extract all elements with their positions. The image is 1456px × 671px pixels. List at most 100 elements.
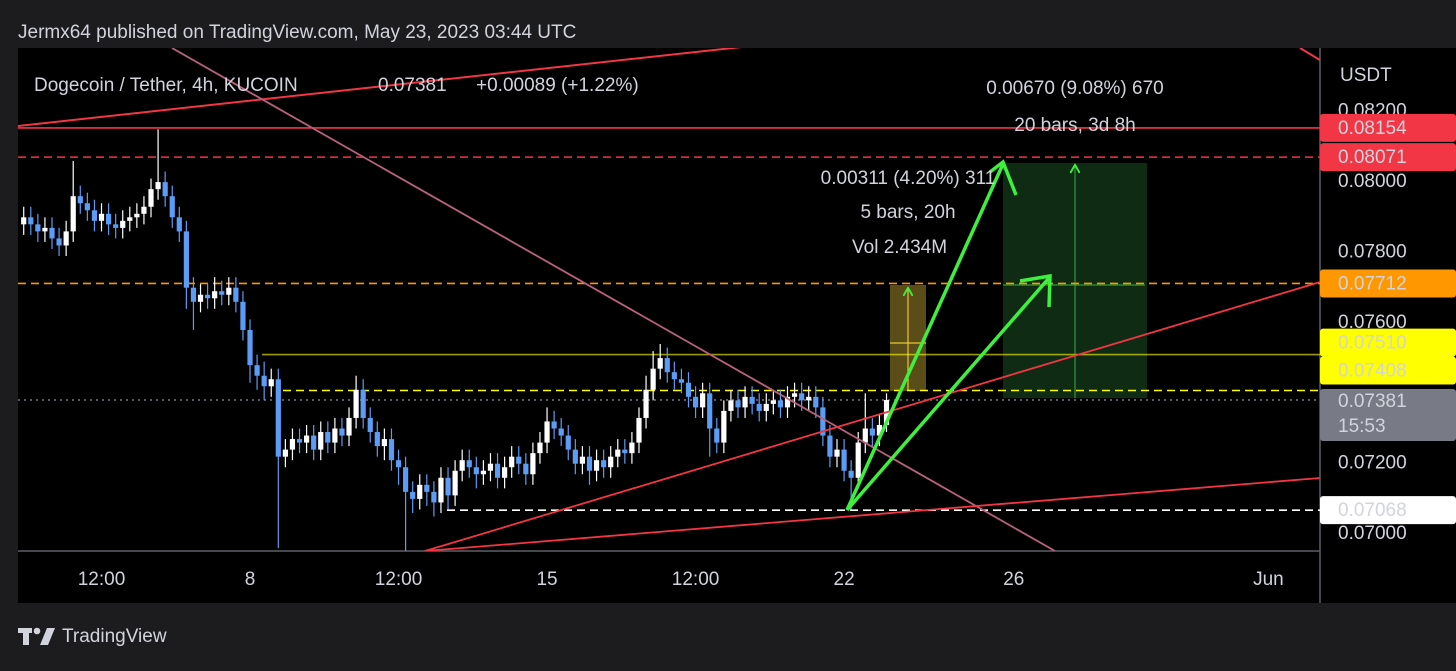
candle-body [120,220,126,228]
candle-body [615,449,621,457]
candle-body [551,421,557,429]
candle-body [558,428,564,436]
x-tick-label: 26 [1003,569,1024,590]
price-label-box [1320,388,1456,441]
candle-body [452,470,458,496]
candle-body [502,467,508,478]
candle-body [417,484,423,499]
candle-body [516,456,522,464]
candle-body [756,403,762,411]
measure-label: 0.00670 (9.08%) 670 [986,78,1163,99]
candle-body [841,449,847,471]
candles [21,129,890,551]
plot-area [18,48,1320,551]
trend-line [424,477,1320,551]
candle-body [876,424,883,436]
candle-body [466,460,472,468]
measure-label: 0.00311 (4.20%) 311 [821,168,996,189]
price-label: 0.07068 [1338,500,1407,521]
y-tick-label: 0.07200 [1338,453,1407,474]
candle-body [268,379,274,387]
candle-body [700,393,706,408]
price-label: 0.07712 [1338,273,1407,294]
candle-body [487,463,494,471]
chart-panel [18,48,1456,603]
price-label: 0.08071 [1338,147,1407,168]
candle-body [629,442,635,454]
candle-body [749,396,755,404]
candle-body [799,393,805,401]
candle-body [240,301,246,330]
candle-body [572,449,578,464]
price-label-box [1320,143,1456,172]
measure-label: 20 bars, 3d 8h [1014,115,1135,136]
y-tick-label: 0.07600 [1338,312,1407,333]
candle-body [332,428,338,443]
candle-body [735,400,741,408]
candle-body [63,231,69,246]
candle-body [141,206,147,214]
price-label-box [1320,328,1456,357]
candle-body [318,432,324,450]
y-tick-label: 0.08000 [1338,171,1407,192]
candle-body [176,217,182,232]
candle-body [91,210,98,221]
candle-body [763,403,769,411]
candle-body [353,389,359,418]
candle-body [367,417,373,433]
candle-body [233,287,239,302]
candle-body [523,463,529,475]
x-tick-label: 22 [834,569,855,590]
candle-body [148,189,154,207]
candle-body [424,484,430,492]
candle-body [70,196,76,232]
arrow-head [988,159,1018,196]
candle-body [586,456,593,471]
candle-body [127,217,133,221]
candle-body [247,329,253,366]
candle-body [544,421,550,443]
candle-body [707,393,713,429]
candle-body [339,428,345,436]
candle-body [473,467,479,475]
candle-body [791,393,798,397]
levels [18,127,1320,511]
candle-body [509,456,515,468]
candle-body [346,417,352,436]
candle-body [777,400,784,408]
candle-body [565,435,571,450]
candle-body [806,396,812,401]
candle-body [134,213,140,218]
candle-body [834,449,840,457]
candle-body [21,217,27,225]
trend-line [424,281,1320,551]
candle-body [303,435,310,443]
candle-body [403,467,409,492]
candle-body [197,294,204,302]
price-label: 0.08154 [1338,118,1407,139]
projection-arrow [845,163,1005,511]
candle-body [664,358,670,373]
candle-body [212,291,218,299]
candle-body [537,442,543,454]
candle-body [862,428,868,443]
candle-body [155,182,161,190]
candle-body [169,196,175,218]
candle-body [98,213,105,221]
candle-body [381,439,387,447]
candle-body [671,372,677,380]
candle-body [480,470,487,475]
candle-body [226,287,232,295]
candle-body [530,453,536,475]
candle-body [325,432,331,443]
candle-body [311,435,317,450]
candle-body [254,365,260,376]
candle-body [431,491,437,503]
candle-body [56,238,62,246]
candle-body [35,224,41,232]
projection-arrow [845,276,1051,512]
candle-body [657,358,663,369]
candle-body [445,477,451,496]
price-label: 0.07408 [1338,361,1407,382]
